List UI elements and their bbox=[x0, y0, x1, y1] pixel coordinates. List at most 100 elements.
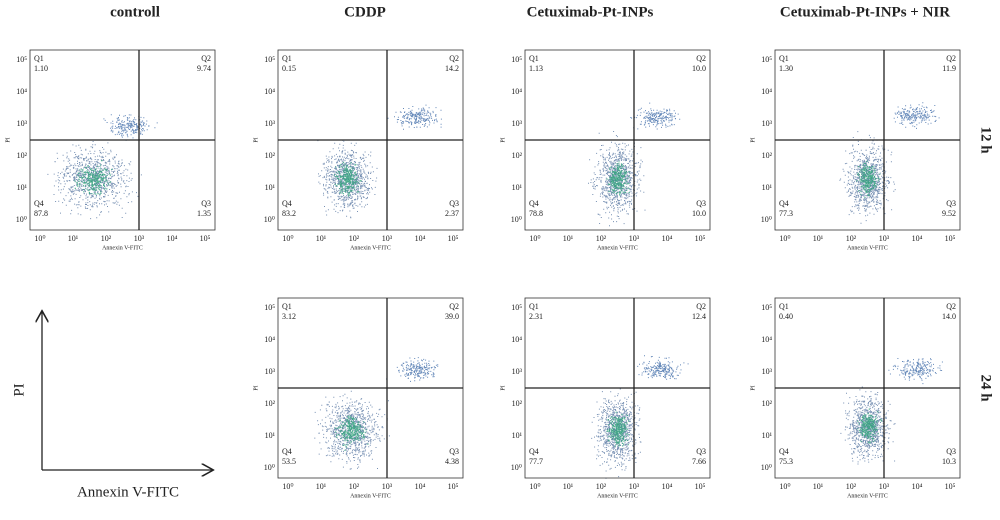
y-tick-label: 10⁰ bbox=[511, 463, 522, 472]
x-tick-label: 10² bbox=[596, 482, 607, 491]
quadrant-name: Q4 bbox=[282, 447, 292, 456]
x-tick-label: 10⁰ bbox=[779, 234, 790, 243]
quadrant-name: Q1 bbox=[779, 302, 789, 311]
x-tick-label: 10³ bbox=[629, 234, 640, 243]
event-dots-dense bbox=[333, 162, 362, 197]
event-dots-upper bbox=[888, 358, 943, 385]
y-tick-label: 10⁵ bbox=[264, 55, 275, 64]
column-title: Cetuximab-Pt-INPs bbox=[527, 4, 654, 20]
event-dots-dense bbox=[857, 408, 882, 444]
x-tick-label: 10³ bbox=[382, 482, 393, 491]
event-dots-dense bbox=[856, 160, 881, 198]
quadrant-name: Q2 bbox=[696, 54, 706, 63]
x-axis-label: Annexin V-FITC bbox=[350, 493, 391, 499]
x-tick-label: 10⁴ bbox=[415, 482, 426, 491]
x-axis-label: Annexin V-FITC bbox=[102, 245, 143, 251]
x-tick-label: 10² bbox=[101, 234, 112, 243]
y-tick-label: 10⁰ bbox=[761, 215, 772, 224]
y-tick-label: 10⁵ bbox=[511, 55, 522, 64]
quadrant-value: 0.40 bbox=[779, 312, 793, 321]
x-tick-label: 10³ bbox=[134, 234, 145, 243]
x-axis-label: Annexin V-FITC bbox=[597, 493, 638, 499]
column-title: CDDP bbox=[344, 4, 386, 20]
y-tick-label: 10⁵ bbox=[511, 303, 522, 312]
y-tick-label: 10⁴ bbox=[761, 87, 772, 96]
y-tick-label: 10⁰ bbox=[511, 215, 522, 224]
y-tick-label: 10¹ bbox=[512, 183, 523, 192]
quadrant-value: 77.3 bbox=[779, 209, 793, 218]
event-dots-dense bbox=[606, 411, 630, 447]
quadrant-name: Q2 bbox=[946, 302, 956, 311]
y-axis-label: PI bbox=[500, 137, 506, 142]
quadrant-name: Q1 bbox=[779, 54, 789, 63]
y-tick-label: 10¹ bbox=[762, 183, 773, 192]
y-tick-label: 10² bbox=[512, 399, 523, 408]
y-tick-label: 10³ bbox=[265, 119, 276, 128]
x-tick-label: 10⁵ bbox=[448, 234, 459, 243]
x-tick-label: 10³ bbox=[879, 482, 890, 491]
x-tick-label: 10¹ bbox=[563, 482, 574, 491]
x-axis-label: Annexin V-FITC bbox=[350, 245, 391, 251]
x-tick-label: 10⁰ bbox=[282, 234, 293, 243]
quadrant-name: Q1 bbox=[529, 54, 539, 63]
quadrant-value: 10.0 bbox=[692, 64, 706, 73]
event-dots-upper bbox=[387, 104, 442, 130]
quadrant-name: Q3 bbox=[946, 447, 956, 456]
y-tick-label: 10³ bbox=[762, 119, 773, 128]
y-tick-label: 10⁰ bbox=[16, 215, 27, 224]
event-dots bbox=[314, 390, 390, 470]
x-tick-label: 10⁵ bbox=[200, 234, 211, 243]
quadrant-value: 1.35 bbox=[197, 209, 211, 218]
quadrant-name: Q4 bbox=[282, 199, 292, 208]
quadrant-name: Q4 bbox=[779, 447, 789, 456]
quadrant-value: 4.38 bbox=[445, 457, 459, 466]
x-tick-label: 10¹ bbox=[563, 234, 574, 243]
y-axis-label: PI bbox=[750, 137, 756, 142]
x-tick-label: 10⁵ bbox=[448, 482, 459, 491]
x-tick-label: 10³ bbox=[629, 482, 640, 491]
x-tick-label: 10⁰ bbox=[529, 482, 540, 491]
y-tick-label: 10⁰ bbox=[264, 215, 275, 224]
y-tick-label: 10³ bbox=[17, 119, 28, 128]
x-tick-label: 10³ bbox=[879, 234, 890, 243]
x-tick-label: 10² bbox=[349, 234, 360, 243]
x-axis-label: Annexin V-FITC bbox=[597, 245, 638, 251]
x-tick-label: 10⁰ bbox=[529, 234, 540, 243]
y-tick-label: 10¹ bbox=[512, 431, 523, 440]
quadrant-value: 53.5 bbox=[282, 457, 296, 466]
y-tick-label: 10² bbox=[265, 151, 276, 160]
quadrant-name: Q3 bbox=[449, 447, 459, 456]
y-tick-label: 10³ bbox=[512, 119, 523, 128]
quadrant-value: 39.0 bbox=[445, 312, 459, 321]
x-tick-label: 10⁴ bbox=[415, 234, 426, 243]
event-dots-upper bbox=[893, 102, 940, 129]
y-axis-label: PI bbox=[5, 137, 11, 142]
y-tick-label: 10⁵ bbox=[761, 303, 772, 312]
y-tick-label: 10² bbox=[265, 399, 276, 408]
y-tick-label: 10³ bbox=[762, 367, 773, 376]
event-dots-upper bbox=[103, 114, 158, 141]
y-tick-label: 10² bbox=[17, 151, 28, 160]
quadrant-value: 9.74 bbox=[197, 64, 211, 73]
x-tick-label: 10⁵ bbox=[945, 234, 956, 243]
y-tick-label: 10⁵ bbox=[16, 55, 27, 64]
quadrant-name: Q2 bbox=[449, 54, 459, 63]
x-tick-label: 10² bbox=[846, 482, 857, 491]
x-tick-label: 10⁴ bbox=[912, 234, 923, 243]
quadrant-value: 83.2 bbox=[282, 209, 296, 218]
y-tick-label: 10⁴ bbox=[511, 87, 522, 96]
row-label: 24 h bbox=[978, 374, 994, 402]
x-tick-label: 10⁰ bbox=[282, 482, 293, 491]
x-tick-label: 10⁰ bbox=[779, 482, 790, 491]
y-tick-label: 10⁴ bbox=[761, 335, 772, 344]
y-tick-label: 10⁴ bbox=[264, 335, 275, 344]
column-title: controll bbox=[110, 4, 160, 20]
quadrant-value: 1.13 bbox=[529, 64, 543, 73]
quadrant-value: 14.2 bbox=[445, 64, 459, 73]
quadrant-name: Q1 bbox=[282, 54, 292, 63]
row-label: 12 h bbox=[978, 126, 994, 154]
quadrant-name: Q3 bbox=[696, 199, 706, 208]
quadrant-value: 2.37 bbox=[445, 209, 459, 218]
event-dots-upper bbox=[630, 102, 681, 130]
quadrant-value: 7.66 bbox=[692, 457, 706, 466]
